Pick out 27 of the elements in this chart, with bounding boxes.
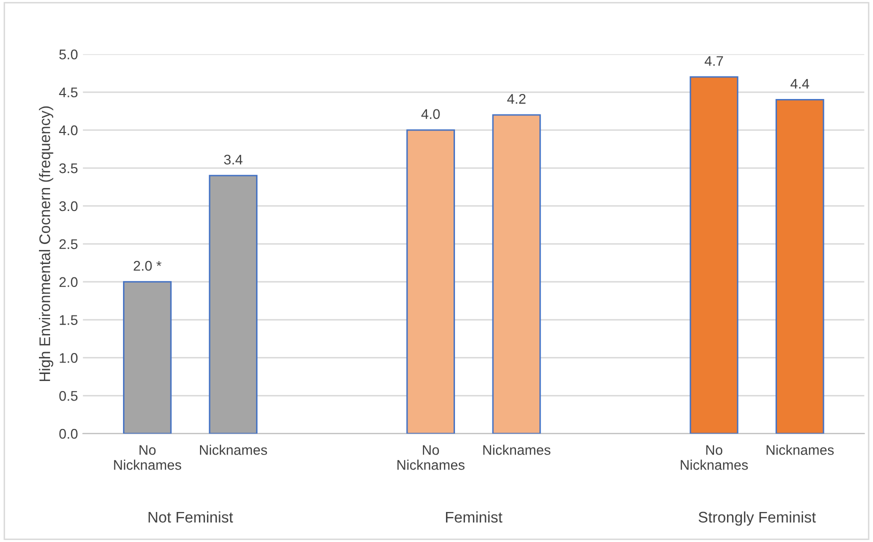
data-label: 4.0: [421, 109, 440, 119]
text: Not Feminist: [148, 511, 234, 523]
x-tick-label: Nicknames: [766, 444, 834, 455]
data-label: 4.7: [704, 56, 723, 66]
y-tick-label: 1.0: [60, 353, 78, 363]
y-tick-label: 0.5: [59, 390, 78, 401]
x-tick-label: Nicknames: [200, 444, 268, 455]
y-axis-title: High Environmental Cocnern (frequency): [38, 106, 54, 382]
y-tick-label: 3.5: [59, 163, 78, 174]
y-tick-label: 0.0: [59, 428, 78, 439]
x-tick-label: No Nicknames: [680, 445, 748, 470]
y-tick-label: 5.0: [59, 50, 78, 60]
x-tick-label: Nicknames: [483, 444, 550, 455]
x-tick-label: No Nicknames: [114, 445, 182, 470]
y-tick-label: 2.5: [59, 239, 78, 250]
data-label: 4.2: [507, 94, 526, 104]
y-tick-label: 4.0: [59, 125, 78, 136]
x-tick-label: No Nicknames: [397, 445, 465, 470]
y-tick-label: 1.5: [60, 315, 78, 325]
text: Strongly Feminist: [698, 511, 816, 526]
data-label: 2.0 *: [134, 260, 162, 271]
text: Feminist: [446, 511, 502, 523]
data-label: 3.4: [224, 154, 242, 165]
y-tick-label: 2.0: [59, 277, 78, 288]
y-tick-label: 3.0: [59, 201, 78, 212]
data-label: 4.4: [790, 78, 810, 89]
y-tick-label: 4.5: [59, 88, 78, 98]
